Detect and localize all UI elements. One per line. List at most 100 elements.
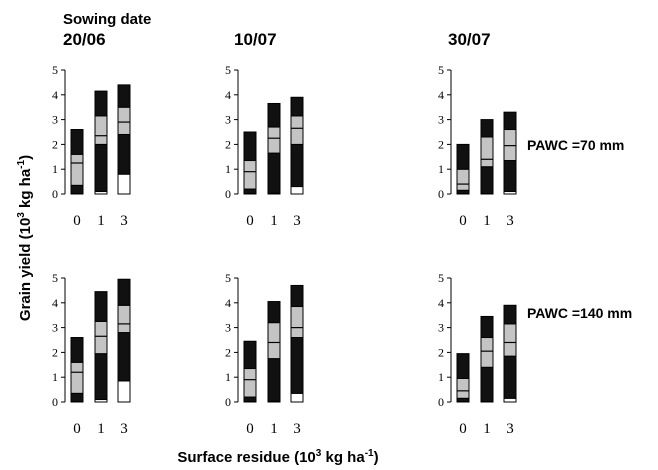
x-tick-label: 3 (506, 213, 514, 229)
bar-3 (290, 284, 304, 403)
bar-lower-segment (243, 188, 257, 195)
bar-iqr-segment (117, 304, 131, 334)
bar-upper-segment (70, 337, 84, 363)
bar-iqr-segment (290, 115, 304, 145)
y-tick-label: 2 (438, 137, 444, 151)
bar-0 (243, 340, 257, 403)
bar-iqr-segment (480, 337, 494, 368)
bar-upper-segment (290, 284, 304, 308)
y-tick-label: 2 (52, 137, 58, 151)
bar-iqr-segment (290, 306, 304, 339)
bar-0 (456, 353, 470, 403)
y-tick-label: 2 (225, 345, 231, 359)
sowing-date-label: Sowing date (63, 11, 151, 28)
bar-0 (456, 143, 470, 195)
y-tick-label: 0 (225, 395, 231, 409)
bar-lower-segment (503, 355, 517, 399)
bar-upper-segment (480, 119, 494, 138)
column-title-3: 30/07 (448, 30, 491, 49)
bar-1 (480, 119, 494, 195)
bar-upper-segment (94, 291, 108, 322)
y-tick-label: 1 (225, 162, 231, 176)
bar-iqr-segment (503, 323, 517, 357)
bar-lower-segment (94, 353, 108, 401)
y-tick-label: 4 (225, 296, 231, 310)
x-tick-label: 3 (506, 421, 514, 437)
bar-3 (117, 278, 131, 403)
x-tick-label: 0 (459, 213, 467, 229)
bar-iqr-segment (243, 160, 257, 190)
x-axis-title: Surface residue (103 kg ha-1) (177, 448, 378, 466)
x-tick-label: 3 (293, 213, 301, 229)
bar-upper-segment (94, 90, 108, 117)
x-tick-label: 1 (97, 213, 105, 229)
bar-upper-segment (70, 129, 84, 155)
x-tick-label: 1 (483, 421, 491, 437)
y-tick-label: 3 (225, 321, 231, 335)
bar-1 (267, 102, 281, 195)
y-tick-label: 2 (438, 345, 444, 359)
bar-1 (94, 291, 108, 403)
y-tick-label: 1 (225, 370, 231, 384)
bar-lower-segment (290, 143, 304, 188)
y-tick-label: 4 (438, 296, 444, 310)
bar-0 (70, 129, 84, 195)
column-title-1: 20/06 (63, 30, 106, 49)
bar-base-segment (117, 173, 131, 195)
y-tick-label: 1 (438, 370, 444, 384)
bar-lower-segment (267, 152, 281, 194)
x-tick-label: 0 (73, 421, 81, 437)
bar-3 (503, 111, 517, 195)
y-tick-label: 3 (438, 321, 444, 335)
bar-iqr-segment (117, 106, 131, 135)
x-tick-label: 3 (120, 421, 128, 437)
x-tick-label: 3 (293, 421, 301, 437)
bar-lower-segment (243, 396, 257, 403)
y-tick-label: 1 (52, 370, 58, 384)
bar-1 (94, 90, 108, 195)
bar-iqr-segment (456, 377, 470, 399)
bar-0 (70, 337, 84, 403)
bar-iqr-segment (243, 368, 257, 398)
bar-3 (290, 96, 304, 195)
x-tick-label: 0 (459, 421, 467, 437)
bar-iqr-segment (70, 153, 84, 186)
bar-lower-segment (290, 337, 304, 394)
bar-upper-segment (456, 143, 470, 170)
y-tick-label: 5 (52, 271, 58, 285)
bar-iqr-segment (94, 115, 108, 145)
bar-lower-segment (480, 366, 494, 403)
y-tick-label: 5 (438, 271, 444, 285)
bar-upper-segment (267, 301, 281, 324)
y-axis-title: Grain yield (103 kg ha-1) (16, 155, 34, 321)
bar-lower-segment (70, 184, 84, 195)
bar-iqr-segment (94, 320, 108, 355)
bar-upper-segment (243, 131, 257, 162)
bar-base-segment (503, 397, 517, 403)
y-tick-label: 0 (52, 395, 58, 409)
bar-lower-segment (94, 143, 108, 193)
y-tick-label: 0 (225, 187, 231, 201)
y-tick-label: 2 (225, 137, 231, 151)
bar-lower-segment (480, 166, 494, 195)
x-tick-label: 1 (97, 421, 105, 437)
y-tick-label: 4 (438, 88, 444, 102)
y-tick-label: 4 (52, 88, 58, 102)
y-tick-label: 3 (225, 113, 231, 127)
bar-upper-segment (480, 315, 494, 339)
y-tick-label: 3 (52, 321, 58, 335)
bar-iqr-segment (267, 126, 281, 154)
bar-1 (267, 301, 281, 403)
x-tick-label: 3 (120, 213, 128, 229)
bar-upper-segment (243, 340, 257, 370)
y-tick-label: 4 (225, 88, 231, 102)
bar-lower-segment (70, 392, 84, 403)
y-tick-label: 3 (52, 113, 58, 127)
bar-lower-segment (267, 358, 281, 402)
